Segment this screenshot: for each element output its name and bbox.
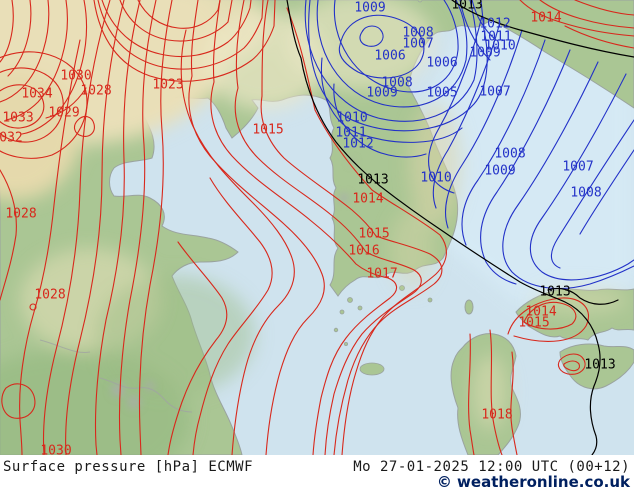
isobars-black (286, 0, 634, 455)
pressure-label-red: 1033 (2, 111, 33, 126)
sea-sea-of-japan (418, 0, 634, 305)
pressure-label-blue: 1007 (562, 160, 593, 175)
island-tsushima (464, 299, 474, 315)
valid-datetime: Mo 27-01-2025 12:00 UTC (00+12) (353, 459, 630, 475)
pressure-label-blue: 1009 (484, 164, 515, 179)
product-title: Surface pressure [hPa] ECMWF (3, 459, 254, 475)
pressure-label-blue: 1008 (381, 76, 412, 91)
pressure-label-red: 1028 (5, 207, 36, 222)
pressure-label-blue: 1010 (484, 39, 515, 54)
pressure-label-black: 1013 (584, 358, 615, 373)
pressure-label-red: 1030 (40, 444, 71, 456)
pressure-label-blue: 1007 (479, 85, 510, 100)
urban-areas (111, 159, 355, 409)
map-footer: Surface pressure [hPa] ECMWF Mo 27-01-20… (0, 455, 634, 490)
pressure-label-red: 1016 (348, 244, 379, 259)
pressure-label-blue: 1006 (426, 56, 457, 71)
isobars-blue (304, 0, 634, 289)
pressure-label-red: 1015 (358, 227, 389, 242)
pressure-label-red: 1034 (21, 87, 52, 102)
pressure-label-red: 1017 (366, 267, 397, 282)
pressure-label-red: 1028 (34, 288, 65, 303)
pressure-label-red: 1029 (48, 106, 79, 121)
pressure-label-blue: 1005 (426, 86, 457, 101)
pressure-label-blue: 1010 (336, 111, 367, 126)
pressure-label-blue: 1006 (374, 49, 405, 64)
pressure-label-blue: 1009 (469, 46, 500, 61)
pressure-label-blue: 1012 (479, 17, 510, 32)
pressure-label-red: 1030 (60, 69, 91, 84)
isobars-red (0, 0, 634, 455)
pressure-label-red: 1014 (530, 11, 561, 26)
pressure-label-blue: 1010 (420, 171, 451, 186)
pressure-label-blue: 1007 (402, 37, 433, 52)
pressure-label-red: 1014 (352, 192, 383, 207)
pressure-label-blue: 1008 (402, 26, 433, 41)
pressure-label-red: 1018 (481, 408, 512, 423)
pressure-label-red: 1023 (152, 78, 183, 93)
surface-pressure-map: 1030 1034 1028 1029 1033 032 1023 1015 1028 1028 1… (0, 0, 634, 455)
copyright-link[interactable]: © weatheronline.co.uk (436, 473, 630, 490)
pressure-label-blue: 1008 (570, 186, 601, 201)
pressure-label-blue: 1009 (366, 86, 397, 101)
pressure-label-black: 1013 (539, 285, 570, 300)
terrain-shading (0, 0, 628, 455)
island-jeju (359, 362, 385, 376)
pressure-label-red: 1014 (525, 305, 556, 320)
pressure-label-red: 1015 (518, 316, 549, 331)
pressure-label-blue: 1008 (494, 147, 525, 162)
pressure-label-blue: 1011 (480, 30, 511, 45)
pressure-label-blue: 1011 (335, 126, 366, 141)
pressure-label-black: 1013 (451, 0, 482, 13)
landmass-japan (450, 288, 634, 455)
pressure-label-red: 1028 (80, 84, 111, 99)
pressure-label-black: 1013 (357, 173, 388, 188)
pressure-label-blue: 1012 (342, 137, 373, 152)
pressure-label-red: 032 (0, 131, 23, 146)
small-islands (333, 0, 433, 376)
pressure-label-red: 1015 (252, 123, 283, 138)
pressure-label-blue: 1009 (354, 1, 385, 16)
